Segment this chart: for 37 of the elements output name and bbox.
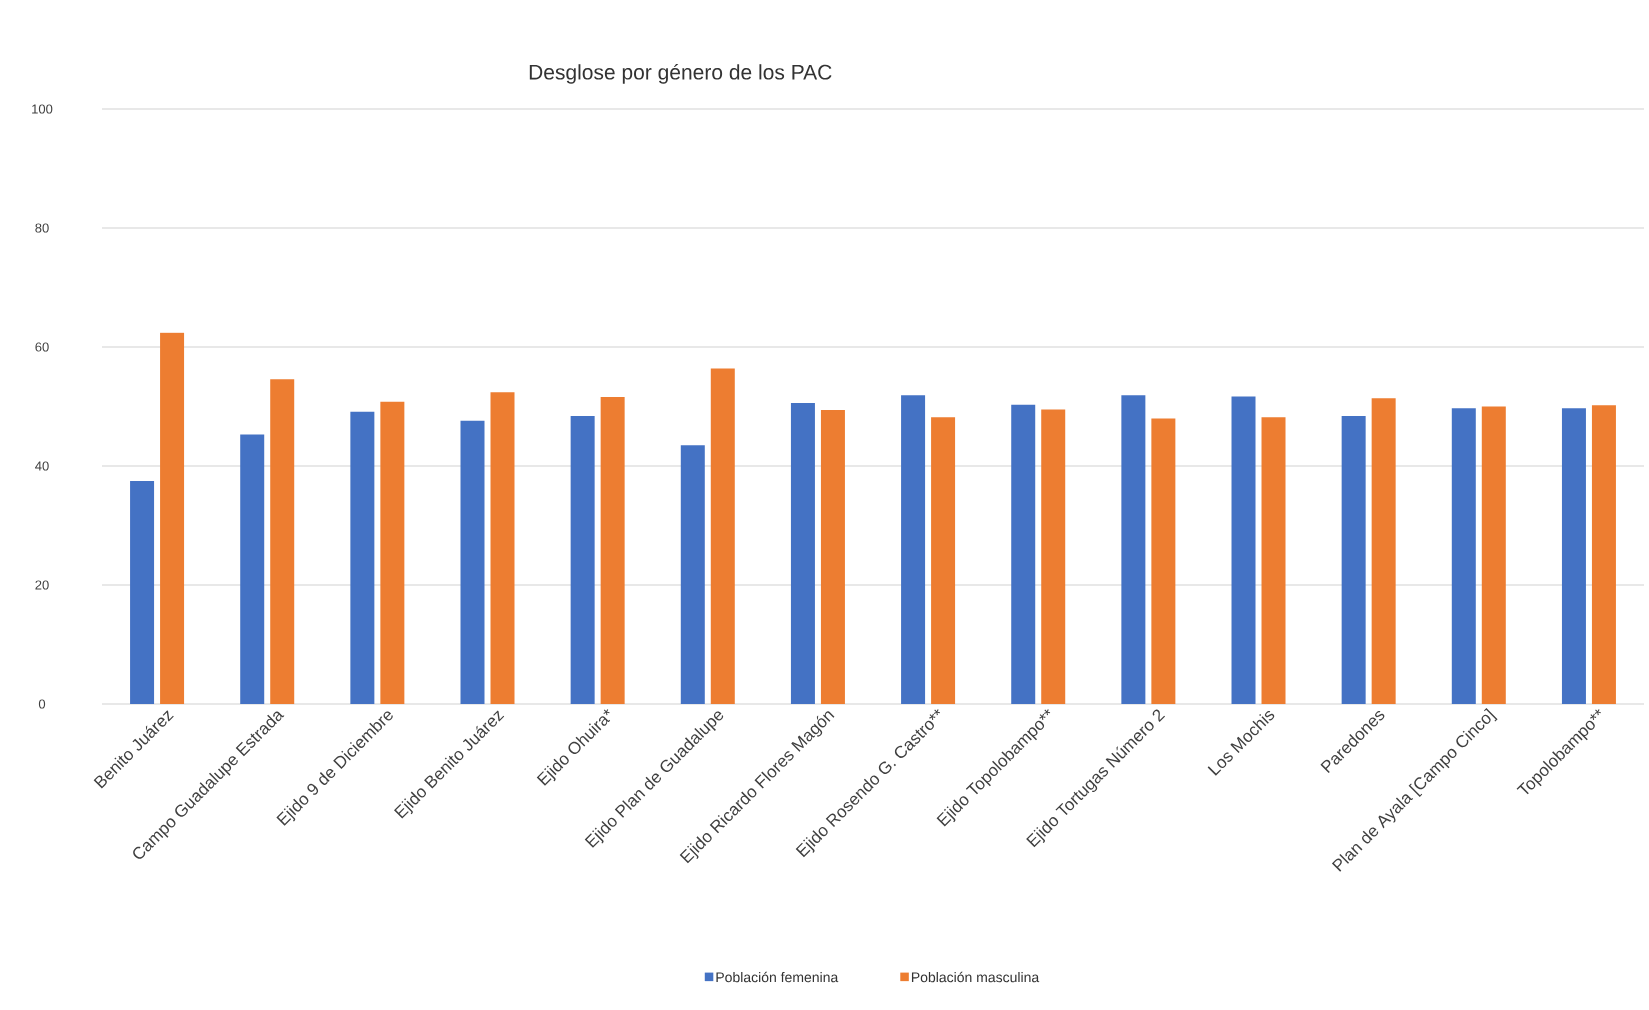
bar — [680, 445, 705, 705]
bar — [931, 417, 956, 705]
bar — [1481, 406, 1506, 705]
bar — [820, 410, 845, 705]
bar — [1011, 404, 1036, 705]
bar — [130, 480, 155, 705]
bar — [1261, 417, 1286, 705]
bar — [490, 392, 515, 705]
bar — [790, 402, 815, 705]
bar — [1121, 395, 1146, 705]
bar — [380, 401, 405, 705]
bar — [350, 411, 375, 705]
bar — [1561, 408, 1586, 705]
bar — [1451, 408, 1476, 705]
bar — [1371, 398, 1396, 705]
bar — [270, 379, 295, 705]
chart-title: Desglose por género de los PAC — [529, 63, 832, 84]
y-tick-label: 0 — [38, 699, 46, 709]
legend-label: Población masculina — [911, 971, 1040, 983]
legend-label: Población femenina — [716, 971, 839, 983]
bar — [160, 332, 185, 705]
y-tick-label: 40 — [35, 461, 49, 471]
bar — [1591, 405, 1616, 705]
y-tick-label: 60 — [35, 342, 49, 352]
y-tick-label: 100 — [32, 104, 53, 114]
bar — [710, 368, 735, 705]
bar — [1151, 418, 1176, 705]
y-tick-label: 20 — [35, 580, 49, 590]
bar — [600, 396, 625, 705]
bar — [570, 416, 595, 705]
bar — [901, 395, 926, 705]
bar — [240, 434, 265, 705]
bar — [1341, 416, 1366, 705]
bar — [1041, 409, 1066, 705]
bar — [460, 420, 485, 705]
bar — [1231, 396, 1256, 705]
y-tick-label: 80 — [35, 223, 49, 233]
